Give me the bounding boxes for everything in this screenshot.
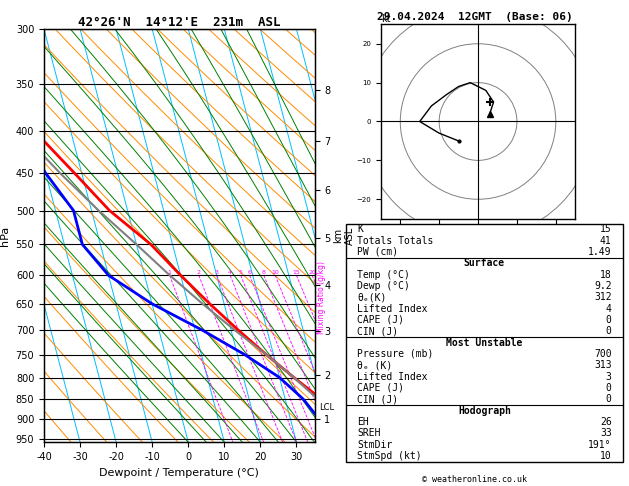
Text: 10: 10 (271, 270, 279, 276)
Text: Hodograph: Hodograph (458, 406, 511, 416)
Text: 26: 26 (600, 417, 611, 427)
Text: 700: 700 (594, 349, 611, 359)
Y-axis label: hPa: hPa (0, 226, 10, 246)
Text: Surface: Surface (464, 258, 505, 268)
Text: 15: 15 (600, 224, 611, 234)
Text: 1: 1 (168, 270, 172, 276)
Text: Most Unstable: Most Unstable (446, 338, 523, 347)
Text: © weatheronline.co.uk: © weatheronline.co.uk (423, 474, 527, 484)
X-axis label: Dewpoint / Temperature (°C): Dewpoint / Temperature (°C) (99, 468, 259, 478)
Text: 0: 0 (606, 326, 611, 336)
Text: 8: 8 (262, 270, 266, 276)
Text: EH: EH (357, 417, 369, 427)
Text: Temp (°C): Temp (°C) (357, 270, 410, 279)
Text: 5: 5 (239, 270, 243, 276)
Title: 42°26'N  14°12'E  231m  ASL: 42°26'N 14°12'E 231m ASL (78, 16, 281, 29)
Text: 1.49: 1.49 (588, 247, 611, 257)
Text: Lifted Index: Lifted Index (357, 372, 428, 382)
Text: 4: 4 (606, 304, 611, 313)
Text: StmSpd (kt): StmSpd (kt) (357, 451, 421, 461)
Y-axis label: km
ASL: km ASL (333, 226, 355, 245)
Text: 20: 20 (308, 270, 316, 276)
Text: Pressure (mb): Pressure (mb) (357, 349, 433, 359)
Text: 3: 3 (215, 270, 219, 276)
Text: 18: 18 (600, 270, 611, 279)
Text: 191°: 191° (588, 440, 611, 450)
Text: StmDir: StmDir (357, 440, 392, 450)
Text: θₑ (K): θₑ (K) (357, 360, 392, 370)
Text: θₑ(K): θₑ(K) (357, 292, 386, 302)
Text: 2: 2 (197, 270, 201, 276)
Text: kt: kt (381, 14, 391, 24)
Text: Totals Totals: Totals Totals (357, 236, 433, 245)
Text: CAPE (J): CAPE (J) (357, 315, 404, 325)
Text: CIN (J): CIN (J) (357, 394, 398, 404)
Text: PW (cm): PW (cm) (357, 247, 398, 257)
Text: SREH: SREH (357, 428, 381, 438)
Text: 15: 15 (292, 270, 300, 276)
Text: CIN (J): CIN (J) (357, 326, 398, 336)
Text: 33: 33 (600, 428, 611, 438)
Text: 4: 4 (228, 270, 232, 276)
Text: 0: 0 (606, 383, 611, 393)
Legend: Temperature, Dewpoint, Parcel Trajectory, Dry Adiabat, Wet Adiabat, Isotherm, Mi: Temperature, Dewpoint, Parcel Trajectory… (481, 33, 567, 109)
Text: Lifted Index: Lifted Index (357, 304, 428, 313)
Text: 0: 0 (606, 394, 611, 404)
Text: 313: 313 (594, 360, 611, 370)
Text: 3: 3 (606, 372, 611, 382)
Text: 0: 0 (606, 315, 611, 325)
Text: Dewp (°C): Dewp (°C) (357, 281, 410, 291)
Text: 312: 312 (594, 292, 611, 302)
Text: LCL: LCL (319, 403, 334, 412)
Text: 41: 41 (600, 236, 611, 245)
Text: 9.2: 9.2 (594, 281, 611, 291)
Text: 29.04.2024  12GMT  (Base: 06): 29.04.2024 12GMT (Base: 06) (377, 12, 573, 22)
Text: Mixing Ratio (g/kg): Mixing Ratio (g/kg) (317, 261, 326, 334)
Text: 6: 6 (248, 270, 252, 276)
Text: CAPE (J): CAPE (J) (357, 383, 404, 393)
Text: K: K (357, 224, 363, 234)
Text: 10: 10 (600, 451, 611, 461)
